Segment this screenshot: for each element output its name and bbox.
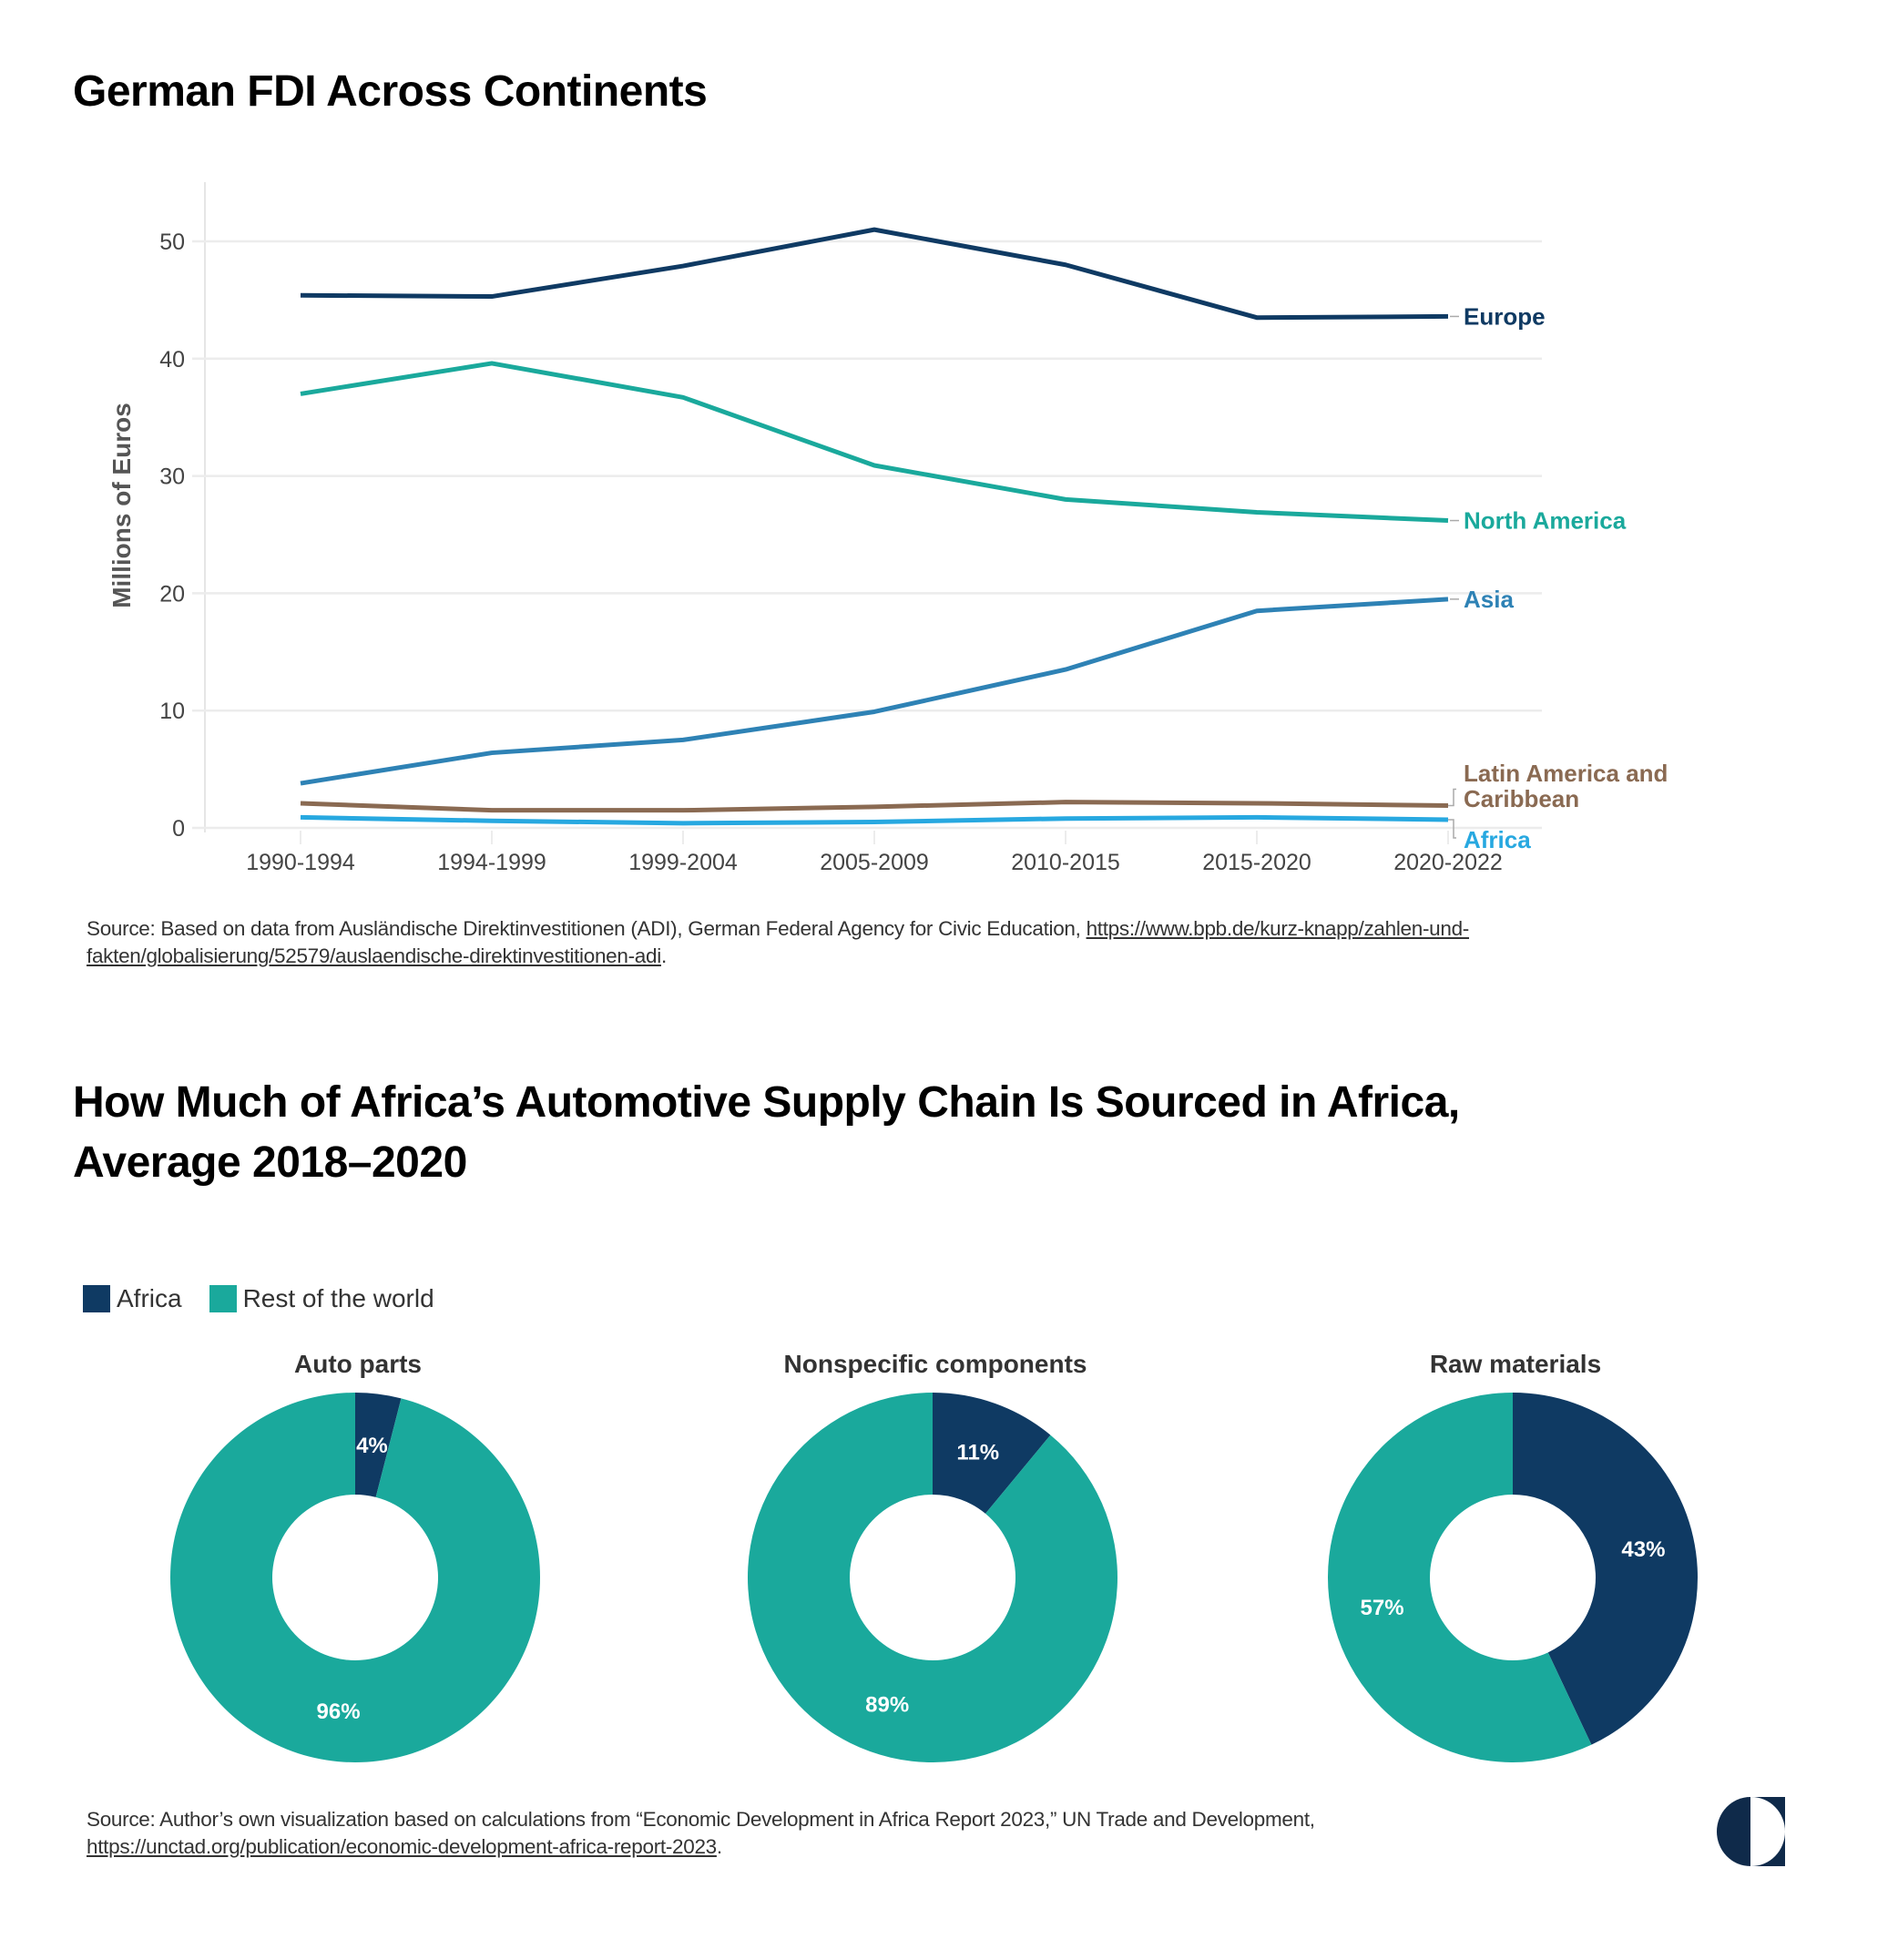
donut-legend: Africa Rest of the world	[83, 1284, 462, 1313]
legend-swatch-africa	[83, 1285, 110, 1312]
x-tick-label: 2015-2020	[1202, 850, 1311, 875]
source-text: Source: Author’s own visualization based…	[87, 1808, 1315, 1831]
donut-slice-africa	[1513, 1393, 1699, 1745]
x-tick-label: 2005-2009	[820, 850, 929, 875]
series-label-north-america: North America	[1464, 507, 1627, 535]
donut-slice-rest-of-the-world	[1328, 1393, 1592, 1762]
half-circle-logo-icon	[1717, 1797, 1785, 1866]
y-tick-label: 10	[159, 699, 185, 724]
donut-slice-label: 11%	[956, 1441, 999, 1465]
series-line-north-america	[300, 361, 1449, 524]
source-link[interactable]: https://unctad.org/publication/economic-…	[87, 1835, 717, 1858]
series-line-latin-america-and-caribbean	[300, 800, 1449, 813]
legend-label-africa: Africa	[117, 1284, 182, 1312]
donut-slice-rest-of-the-world	[747, 1393, 1117, 1762]
source-suffix: .	[660, 944, 667, 967]
donut-slice-label: 4%	[356, 1434, 388, 1458]
legend-swatch-rest-of-world	[209, 1285, 237, 1312]
y-tick-label: 40	[159, 347, 185, 373]
series-label-latin-america-and-caribbean: Latin America and	[1464, 760, 1668, 787]
donut-slice-label: 96%	[317, 1700, 361, 1724]
donut-title-raw-materials: Raw materials	[1430, 1350, 1601, 1378]
legend-item-rest-of-world: Rest of the world	[209, 1284, 434, 1313]
donut-chart-source: Source: Author’s own visualization based…	[87, 1806, 1453, 1861]
source-text: Source: Based on data from Ausländische …	[87, 917, 1087, 940]
donut-chart-title: How Much of Africa’s Automotive Supply C…	[73, 1073, 1621, 1193]
legend-label-rest-of-world: Rest of the world	[242, 1284, 434, 1312]
x-tick-label: 1990-1994	[246, 850, 355, 875]
line-chart-title: German FDI Across Continents	[73, 67, 708, 116]
x-tick-label: 1994-1999	[437, 850, 546, 875]
donut-charts: Auto parts 4% 96% Nonspecific components 11%…	[170, 1350, 1699, 1762]
line-chart: 0 10 20 30 40 50 1990-1994 1994-1999 1999-2004 20…	[107, 182, 1668, 875]
x-tick-label: 1999-2004	[628, 850, 738, 875]
donut-slice-africa	[933, 1393, 1051, 1514]
legend-item-africa: Africa	[83, 1284, 182, 1313]
donut-title-line-1: How Much of Africa’s Automotive Supply C…	[73, 1078, 1460, 1127]
source-suffix: .	[716, 1835, 722, 1858]
donut-slice-label: 57%	[1361, 1596, 1404, 1620]
y-tick-label: 0	[172, 816, 185, 842]
series-label-latin-america-and-caribbean: Caribbean	[1464, 785, 1579, 812]
donut-slice-label: 89%	[865, 1692, 909, 1717]
y-tick-label: 50	[159, 230, 185, 255]
donut-title-nonspecific-components: Nonspecific components	[784, 1350, 1087, 1378]
series-label-africa: Africa	[1464, 826, 1531, 853]
y-axis-title: Millions of Euros	[107, 403, 136, 608]
donut-slice-rest-of-the-world	[170, 1393, 540, 1762]
series-label-europe: Europe	[1464, 302, 1546, 330]
x-tick-label: 2010-2015	[1011, 850, 1120, 875]
y-tick-label: 20	[159, 581, 185, 607]
series-line-europe	[300, 227, 1449, 321]
y-tick-label: 30	[159, 464, 185, 490]
donut-slice-label: 43%	[1621, 1537, 1665, 1562]
label-connector	[1448, 819, 1456, 839]
series-line-africa	[300, 814, 1449, 826]
donut-title-line-2: Average 2018–2020	[73, 1138, 467, 1187]
label-connector	[1448, 788, 1456, 807]
series-label-asia: Asia	[1464, 586, 1514, 613]
donut-slice-africa	[355, 1393, 402, 1497]
donut-title-auto-parts: Auto parts	[294, 1350, 422, 1378]
line-chart-source: Source: Based on data from Ausländische …	[87, 915, 1544, 970]
source-link[interactable]: https://www.bpb.de/kurz-knapp/zahlen-und…	[87, 917, 1470, 967]
x-tick-label: 2020-2022	[1393, 850, 1503, 875]
series-line-asia	[300, 597, 1449, 786]
